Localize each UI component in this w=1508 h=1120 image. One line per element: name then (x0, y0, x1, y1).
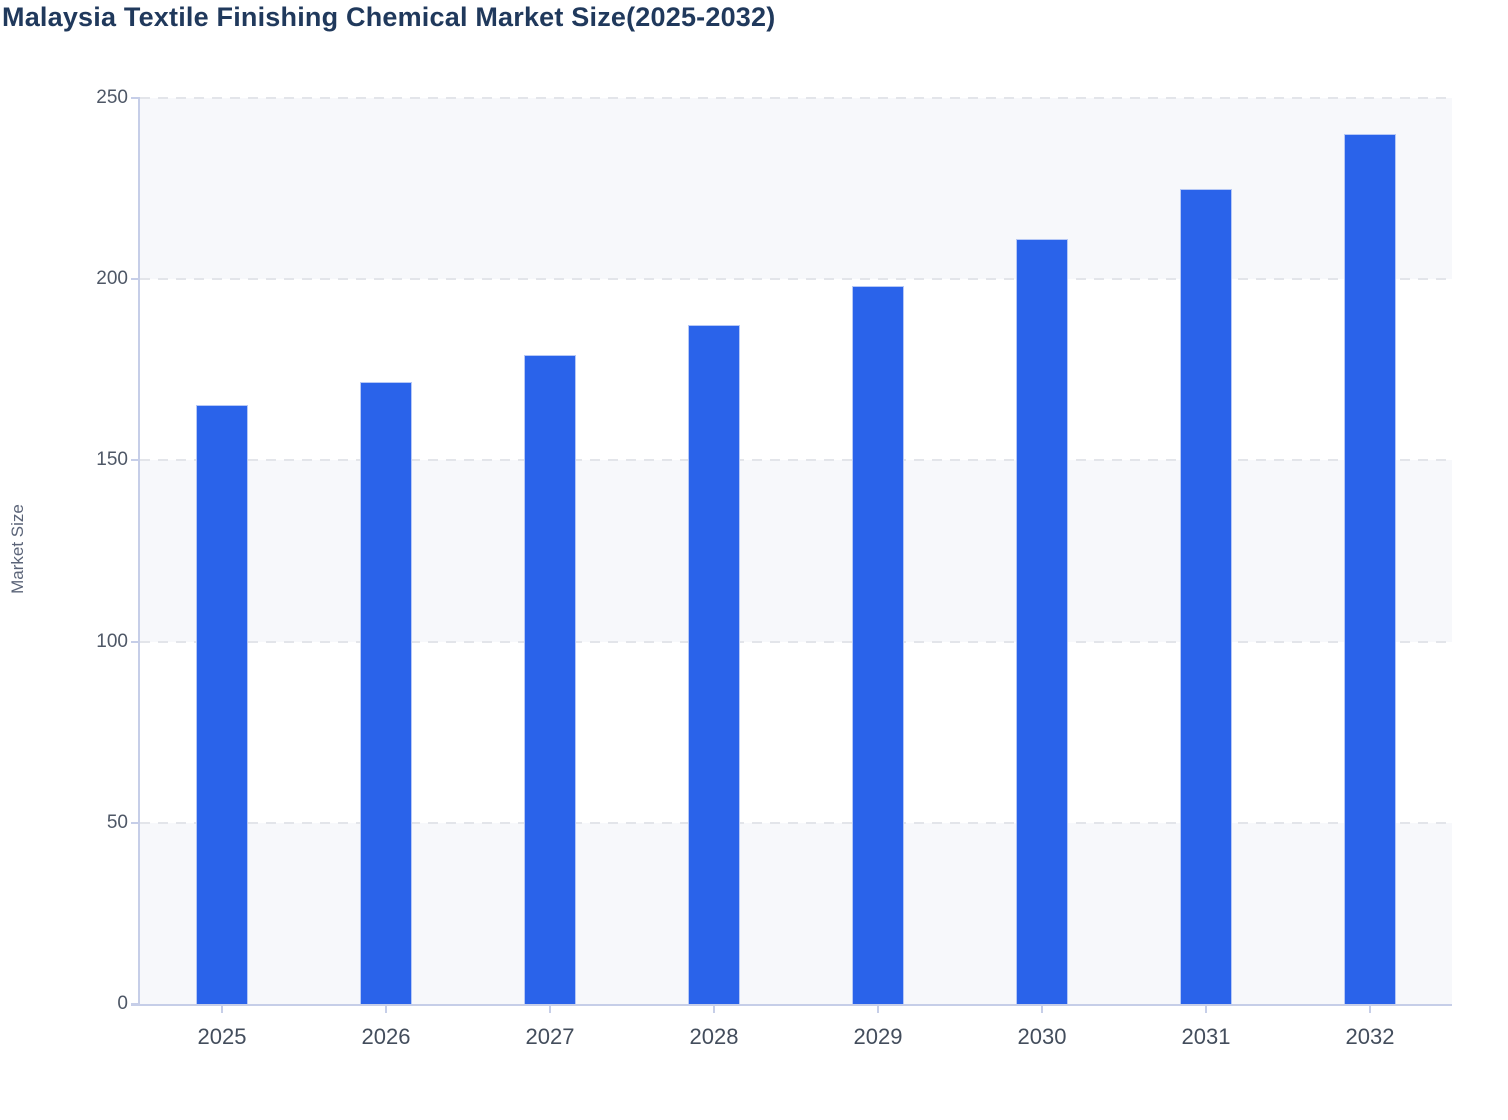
plot-band (140, 822, 1452, 1004)
y-tick-label: 150 (96, 449, 128, 471)
y-tick-mark (131, 278, 140, 281)
x-tick-mark (1369, 1004, 1371, 1013)
x-tick-label: 2030 (1017, 1024, 1067, 1049)
gridline (140, 459, 1452, 462)
plot-band (140, 460, 1452, 642)
bar-2027[interactable] (524, 355, 576, 1004)
bar-2025[interactable] (196, 405, 248, 1004)
y-axis-line (138, 98, 140, 1006)
x-tick-mark (713, 1004, 715, 1013)
x-tick-label: 2028 (689, 1024, 739, 1049)
y-tick-mark (131, 821, 140, 824)
x-tick-label: 2032 (1345, 1024, 1395, 1049)
x-tick-mark (549, 1004, 551, 1013)
gridline (140, 97, 1452, 99)
bar-2032[interactable] (1344, 133, 1396, 1004)
x-tick-label: 2026 (361, 1024, 411, 1049)
x-tick-label: 2027 (525, 1024, 575, 1049)
y-tick-label: 0 (117, 993, 128, 1014)
y-tick-mark (131, 97, 140, 99)
y-tick-label: 250 (96, 87, 128, 108)
bar-2026[interactable] (360, 382, 412, 1004)
plot-band (140, 98, 1452, 280)
bar-2029[interactable] (852, 286, 904, 1004)
bar-2030[interactable] (1016, 239, 1068, 1004)
x-axis-line (131, 1004, 1452, 1006)
y-tick-mark (131, 640, 140, 643)
gridline (140, 821, 1452, 824)
x-tick-mark (385, 1004, 387, 1013)
x-tick-label: 2029 (853, 1024, 903, 1049)
y-tick-label: 50 (106, 811, 128, 833)
gridline (140, 640, 1452, 643)
chart-title: Malaysia Textile Finishing Chemical Mark… (2, 2, 776, 32)
y-tick-label: 100 (96, 630, 128, 652)
gridline (140, 278, 1452, 281)
x-tick-label: 2025 (197, 1024, 247, 1049)
x-tick-mark (1041, 1004, 1043, 1013)
x-tick-mark (877, 1004, 879, 1013)
bar-2031[interactable] (1180, 188, 1232, 1004)
x-tick-mark (221, 1004, 223, 1013)
x-tick-label: 2031 (1181, 1024, 1231, 1049)
bar-2028[interactable] (688, 324, 740, 1004)
x-tick-mark (1205, 1004, 1207, 1013)
y-axis-title: Market Size (8, 504, 27, 594)
y-tick-mark (131, 459, 140, 462)
y-tick-label: 200 (96, 268, 128, 290)
